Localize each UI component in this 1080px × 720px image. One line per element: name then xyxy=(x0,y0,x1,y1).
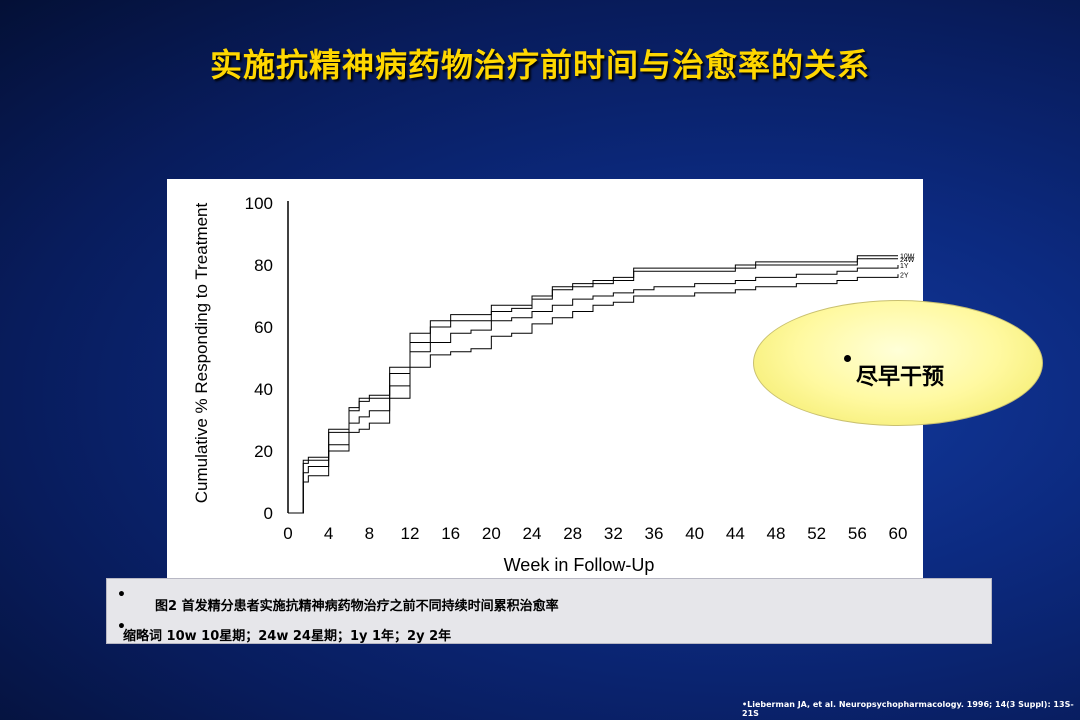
x-tick-label: 44 xyxy=(726,524,745,543)
citation: •Lieberman JA, et al. Neuropsychopharmac… xyxy=(742,700,1080,718)
x-tick-label: 4 xyxy=(324,524,333,543)
x-tick-label: 32 xyxy=(604,524,623,543)
y-tick-label: 0 xyxy=(264,504,273,523)
y-tick-label: 20 xyxy=(254,442,273,461)
x-tick-label: 12 xyxy=(401,524,420,543)
y-tick-label: 80 xyxy=(254,256,273,275)
series-label: 10W xyxy=(900,254,915,261)
citation-bullet: • xyxy=(742,700,748,709)
x-tick-label: 8 xyxy=(365,524,374,543)
x-tick-label: 24 xyxy=(523,524,542,543)
series-line xyxy=(288,274,899,514)
x-tick-label: 28 xyxy=(563,524,582,543)
x-tick-label: 36 xyxy=(645,524,664,543)
x-tick-label: 52 xyxy=(807,524,826,543)
x-tick-label: 20 xyxy=(482,524,501,543)
series-line xyxy=(288,265,899,514)
x-tick-label: 48 xyxy=(767,524,786,543)
y-tick-label: 100 xyxy=(245,194,273,213)
x-tick-label: 16 xyxy=(441,524,460,543)
series-label: 1Y xyxy=(900,263,909,270)
x-axis-label: Week in Follow-Up xyxy=(504,555,655,575)
y-tick-label: 40 xyxy=(254,380,273,399)
callout-ellipse: 尽早干预 xyxy=(753,300,1043,426)
x-tick-label: 40 xyxy=(685,524,704,543)
caption-line-1: 图2 首发精分患者实施抗精神病药物治疗之前不同持续时间累积治愈率 xyxy=(155,599,559,614)
series-label: 2Y xyxy=(900,272,909,279)
x-tick-label: 0 xyxy=(283,524,292,543)
x-tick-label: 60 xyxy=(889,524,908,543)
callout-bullet-icon xyxy=(844,355,851,362)
x-tick-label: 56 xyxy=(848,524,867,543)
caption-bullet-1: • xyxy=(117,587,126,603)
caption-line-2: 缩略词 10w 10星期；24w 24星期；1y 1年；2y 2年 xyxy=(123,629,452,644)
y-axis-label: Cumulative % Responding to Treatment xyxy=(192,202,211,503)
series-label: 24W xyxy=(900,257,915,264)
citation-text: Lieberman JA, et al. Neuropsychopharmaco… xyxy=(742,700,1074,718)
y-tick-label: 60 xyxy=(254,318,273,337)
caption-bullet-2: • xyxy=(117,619,126,635)
caption-box: • 图2 首发精分患者实施抗精神病药物治疗之前不同持续时间累积治愈率 • 缩略词… xyxy=(106,578,992,644)
callout-text: 尽早干预 xyxy=(856,365,945,390)
slide-title: 实施抗精神病药物治疗前时间与治愈率的关系 xyxy=(209,46,870,84)
